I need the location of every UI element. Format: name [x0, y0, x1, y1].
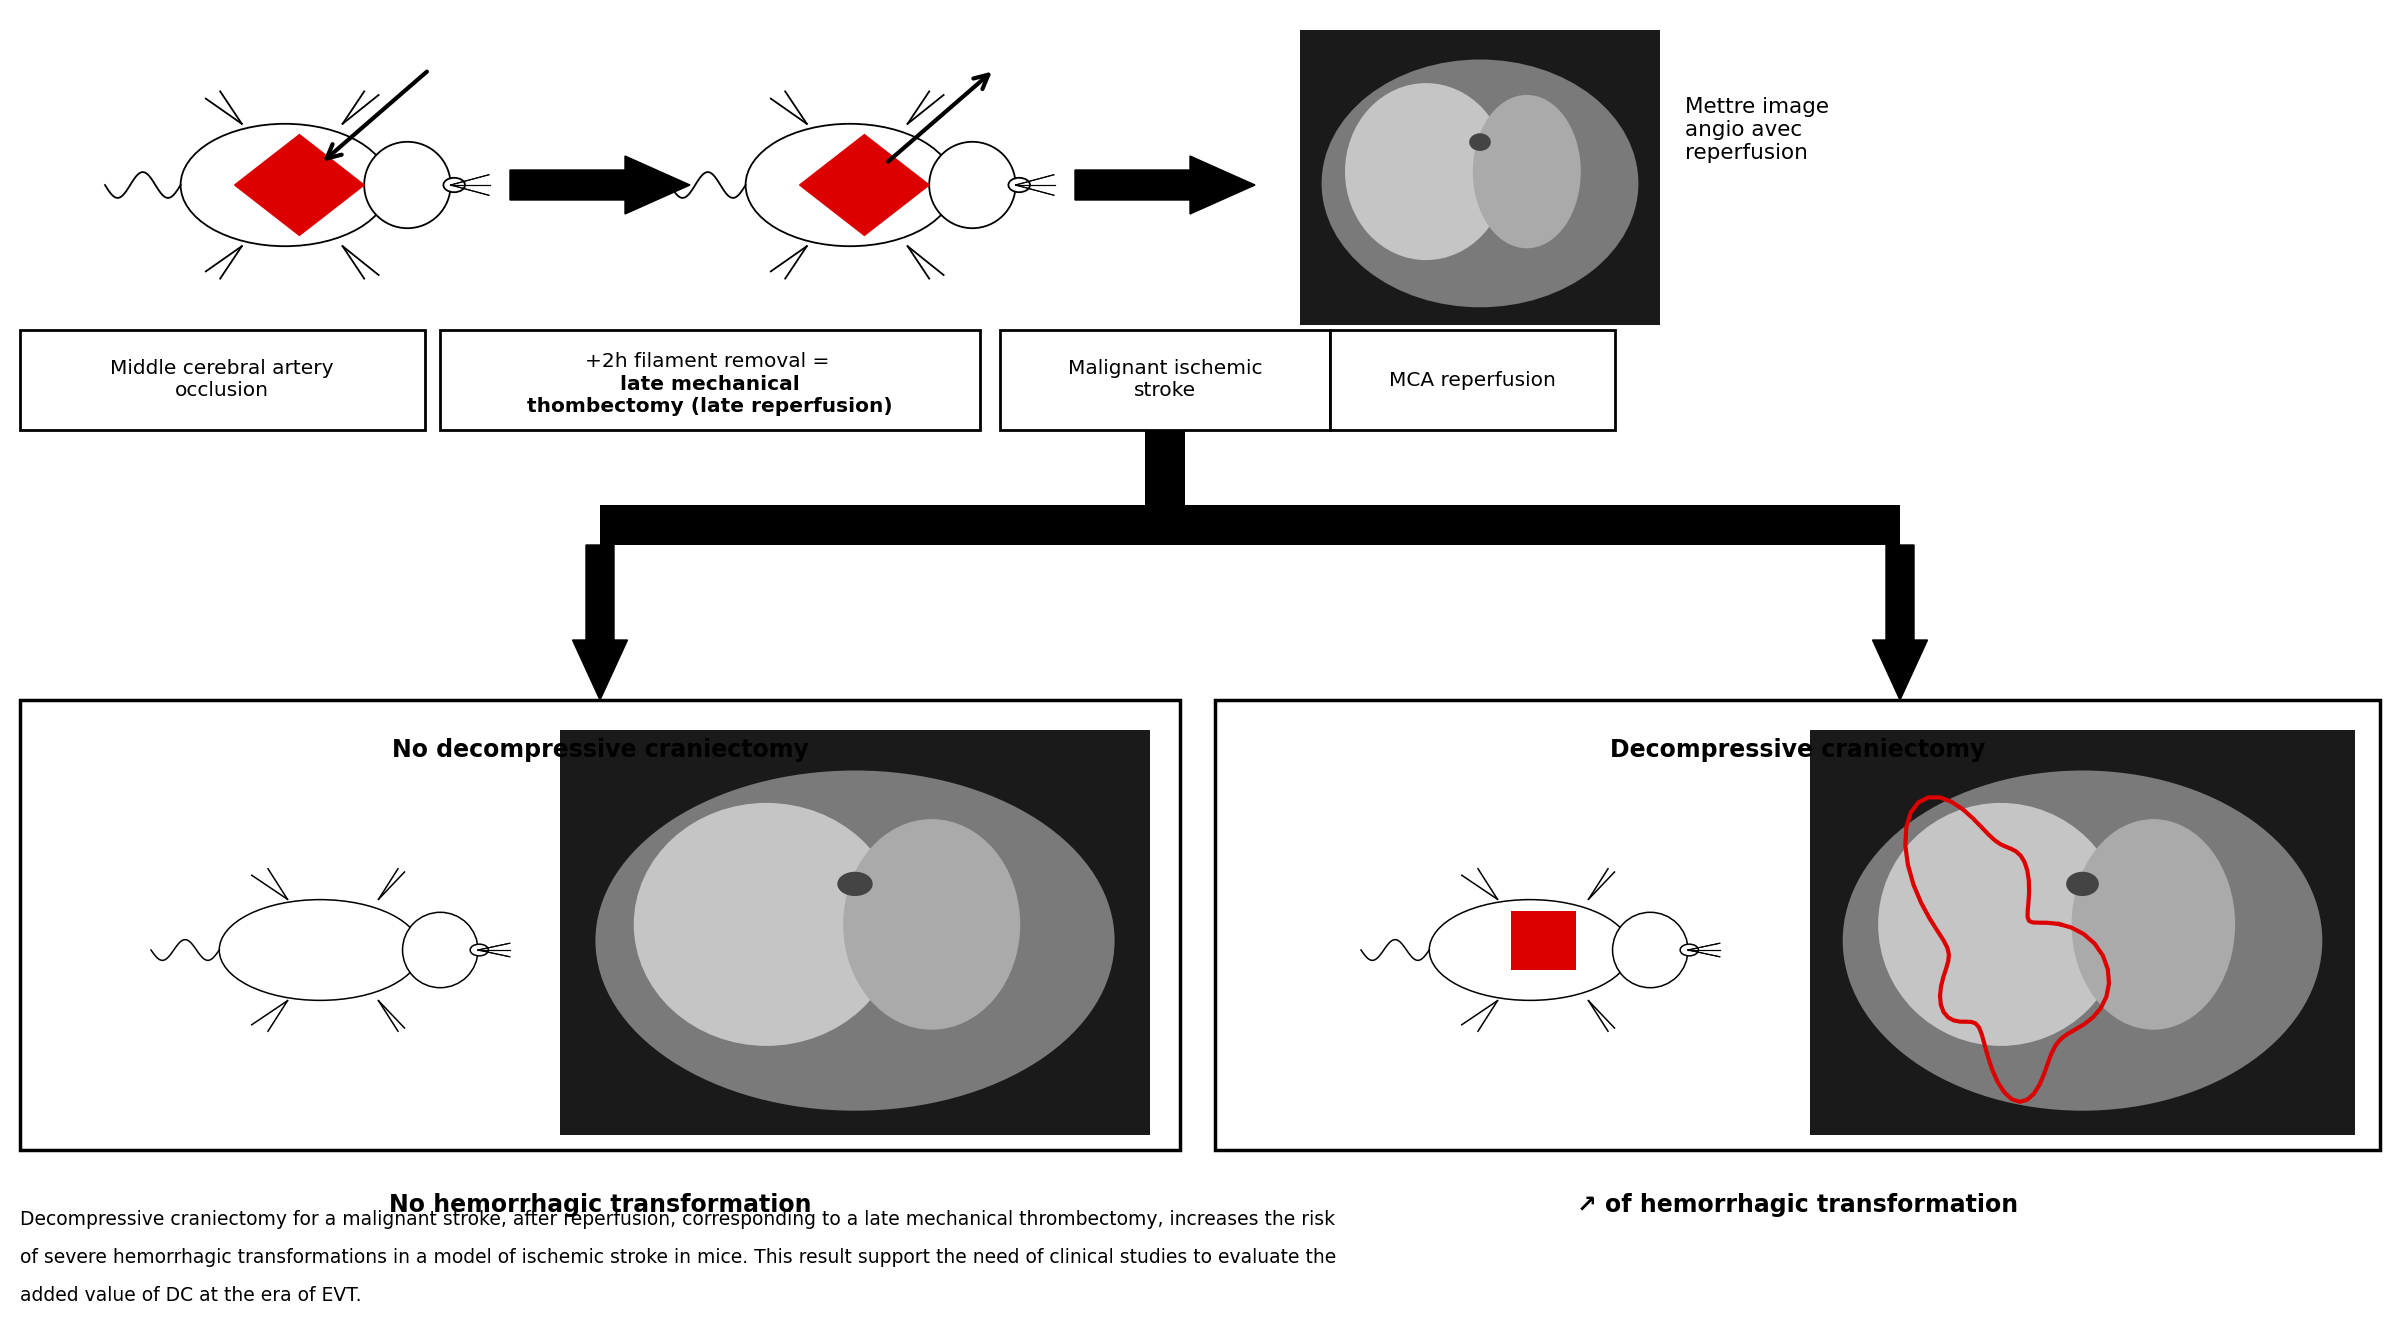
- Ellipse shape: [1879, 803, 2124, 1046]
- Polygon shape: [574, 546, 626, 700]
- Text: Middle cerebral artery
occlusion: Middle cerebral artery occlusion: [110, 360, 334, 401]
- Text: MCA reperfusion: MCA reperfusion: [1390, 370, 1555, 390]
- Polygon shape: [1872, 546, 1927, 700]
- Text: added value of DC at the era of EVT.: added value of DC at the era of EVT.: [19, 1286, 362, 1305]
- Polygon shape: [1075, 156, 1255, 214]
- Ellipse shape: [746, 124, 955, 246]
- Ellipse shape: [842, 818, 1020, 1029]
- Text: late mechanical
thombectomy (late reperfusion): late mechanical thombectomy (late reperf…: [528, 376, 893, 416]
- Ellipse shape: [218, 900, 420, 1000]
- Ellipse shape: [838, 871, 874, 896]
- Ellipse shape: [470, 944, 487, 956]
- Bar: [1810, 730, 2354, 1135]
- Ellipse shape: [1474, 95, 1582, 248]
- Bar: [1330, 330, 1615, 430]
- Text: Malignant ischemic
stroke: Malignant ischemic stroke: [1068, 360, 1262, 401]
- Bar: [1145, 430, 1186, 505]
- Bar: [19, 700, 1181, 1151]
- Text: Mettre image
angio avec
reperfusion: Mettre image angio avec reperfusion: [1685, 96, 1829, 163]
- Bar: [559, 730, 1150, 1135]
- Ellipse shape: [1344, 83, 1507, 260]
- Polygon shape: [235, 134, 365, 236]
- Text: No hemorrhagic transformation: No hemorrhagic transformation: [389, 1193, 811, 1217]
- Polygon shape: [511, 156, 691, 214]
- Bar: [19, 330, 425, 430]
- Ellipse shape: [1469, 133, 1490, 152]
- Ellipse shape: [1843, 771, 2323, 1111]
- Text: No decompressive craniectomy: No decompressive craniectomy: [391, 738, 809, 762]
- Ellipse shape: [180, 124, 389, 246]
- Ellipse shape: [1322, 59, 1639, 307]
- Ellipse shape: [2071, 818, 2234, 1029]
- Bar: [600, 505, 1901, 546]
- Circle shape: [403, 912, 478, 987]
- Bar: [1001, 330, 1330, 430]
- Circle shape: [929, 142, 1015, 228]
- Text: Decompressive craniectomy: Decompressive craniectomy: [1610, 738, 1985, 762]
- Polygon shape: [799, 134, 929, 236]
- Ellipse shape: [2066, 871, 2100, 896]
- Bar: [1510, 911, 1574, 970]
- Text: of severe hemorrhagic transformations in a model of ischemic stroke in mice. Thi: of severe hemorrhagic transformations in…: [19, 1248, 1337, 1267]
- Bar: [1214, 700, 2381, 1151]
- Ellipse shape: [1008, 178, 1030, 192]
- Ellipse shape: [1430, 900, 1630, 1000]
- Text: ↗ of hemorrhagic transformation: ↗ of hemorrhagic transformation: [1577, 1193, 2018, 1217]
- Circle shape: [365, 142, 451, 228]
- Ellipse shape: [444, 178, 466, 192]
- Ellipse shape: [1680, 944, 1699, 956]
- Ellipse shape: [595, 771, 1114, 1111]
- Text: Decompressive craniectomy for a malignant stroke, after reperfusion, correspondi: Decompressive craniectomy for a malignan…: [19, 1210, 1334, 1228]
- Bar: [439, 330, 979, 430]
- Ellipse shape: [634, 803, 900, 1046]
- Text: +2h filament removal =: +2h filament removal =: [586, 352, 835, 370]
- Circle shape: [1613, 912, 1687, 987]
- Bar: [1301, 30, 1661, 326]
